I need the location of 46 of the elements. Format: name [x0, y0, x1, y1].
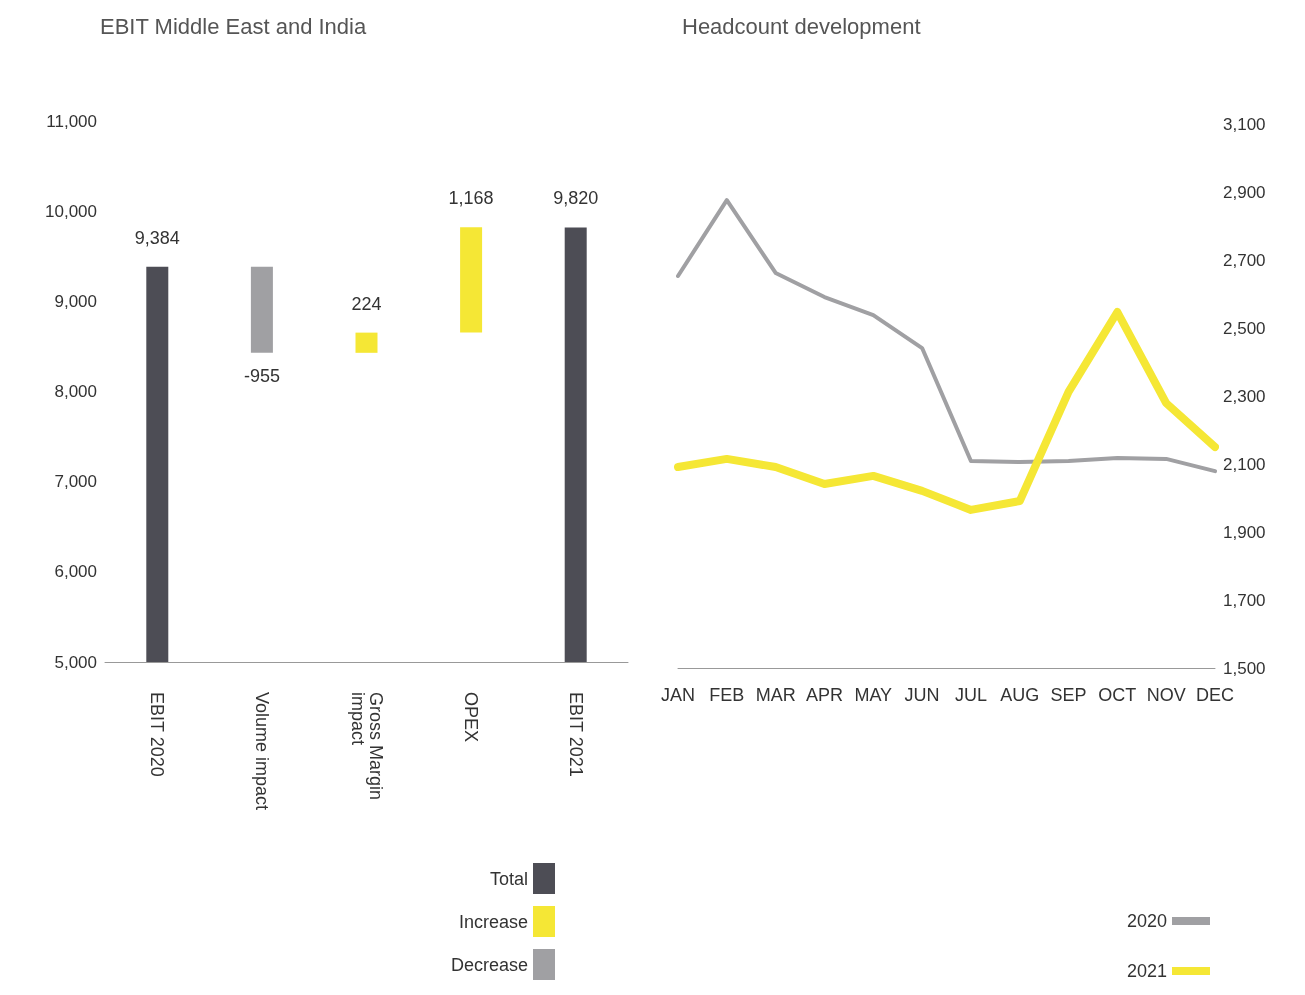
x-tick-label: Volume impact: [251, 692, 272, 811]
data-label: -955: [243, 365, 280, 386]
y-tick-label: 2,700: [1223, 250, 1266, 270]
chart-title: Headcount development: [682, 13, 921, 39]
y-tick-label: 1,500: [1223, 658, 1266, 678]
x-tick-label: SEP: [1050, 685, 1087, 705]
y-tick-label: 2,100: [1223, 454, 1266, 474]
y-tick-label: 8,000: [54, 382, 97, 401]
y-tick-label: 11,000: [46, 111, 97, 131]
x-tick-label: FEB: [709, 685, 745, 705]
x-tick-label: NOV: [1146, 685, 1186, 705]
line-series: [676, 198, 1217, 474]
x-tick-label: OCT: [1098, 685, 1137, 705]
data-label: 9,384: [134, 227, 180, 248]
x-tick-label: Gross Margin impact: [347, 692, 386, 806]
x-tick-label: MAY: [854, 685, 893, 705]
x-tick-label: EBIT 2020: [147, 692, 168, 777]
y-tick-label: 2,500: [1223, 318, 1266, 338]
legend-label: 2021: [1126, 961, 1167, 981]
y-tick-label: 3,100: [1223, 114, 1266, 134]
y-tick-label: 5,000: [54, 652, 97, 672]
x-tick-label: AUG: [1000, 685, 1040, 705]
y-tick-label: 9,000: [54, 291, 97, 311]
legend-label: Decrease: [450, 954, 528, 975]
y-tick-label: 10,000: [45, 201, 97, 221]
y-tick-label: 1,700: [1223, 590, 1266, 610]
y-tick-label: 1,900: [1223, 522, 1266, 542]
data-label: 9,820: [553, 188, 599, 209]
y-tick-label: 2,300: [1223, 386, 1266, 406]
legend-label: Total: [489, 868, 528, 889]
x-tick-label: EBIT 2021: [565, 692, 586, 777]
y-tick-label: 6,000: [54, 562, 97, 582]
legend-label: Increase: [458, 911, 528, 932]
x-tick-label: APR: [805, 685, 843, 705]
x-tick-label: DEC: [1195, 685, 1235, 705]
x-tick-label: JUL: [954, 685, 987, 705]
legend-label: 2020: [1126, 911, 1167, 931]
x-tick-label: MAR: [755, 685, 796, 705]
x-tick-label: JUN: [904, 685, 940, 705]
chart-title: EBIT Middle East and India: [100, 13, 367, 39]
y-tick-label: 2,900: [1223, 182, 1266, 202]
data-label: 1,168: [448, 188, 494, 209]
data-label: 224: [351, 293, 382, 314]
y-tick-label: 7,000: [54, 472, 97, 492]
x-tick-label: OPEX: [461, 692, 482, 743]
x-tick-label: JAN: [660, 685, 696, 705]
